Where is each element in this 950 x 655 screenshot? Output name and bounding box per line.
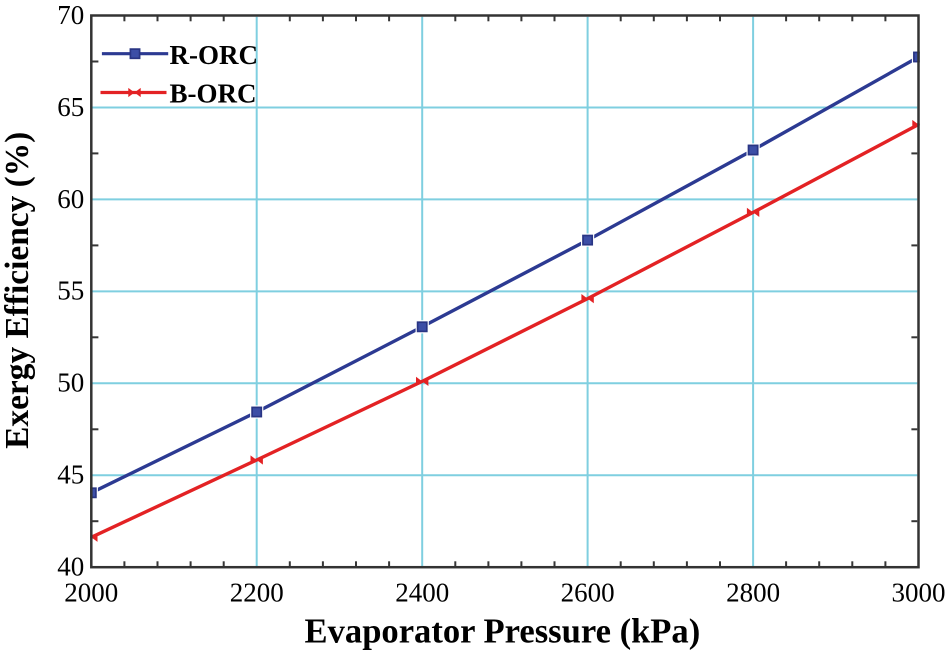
svg-text:50: 50 <box>57 368 84 398</box>
svg-text:55: 55 <box>57 276 84 306</box>
svg-text:65: 65 <box>57 92 84 122</box>
svg-text:70: 70 <box>57 0 84 30</box>
svg-text:40: 40 <box>57 552 84 582</box>
svg-text:2000: 2000 <box>64 578 118 608</box>
svg-text:2600: 2600 <box>561 578 615 608</box>
svg-text:R-ORC: R-ORC <box>170 40 259 70</box>
svg-text:Evaporator Pressure (kPa): Evaporator Pressure (kPa) <box>305 613 701 651</box>
svg-text:45: 45 <box>57 460 84 490</box>
svg-text:3000: 3000 <box>892 578 946 608</box>
svg-text:2200: 2200 <box>230 578 284 608</box>
svg-text:2800: 2800 <box>726 578 780 608</box>
svg-text:Exergy Efficiency (%): Exergy Efficiency (%) <box>0 132 36 449</box>
svg-text:2400: 2400 <box>395 578 449 608</box>
svg-text:60: 60 <box>57 184 84 214</box>
svg-text:B-ORC: B-ORC <box>170 79 257 109</box>
